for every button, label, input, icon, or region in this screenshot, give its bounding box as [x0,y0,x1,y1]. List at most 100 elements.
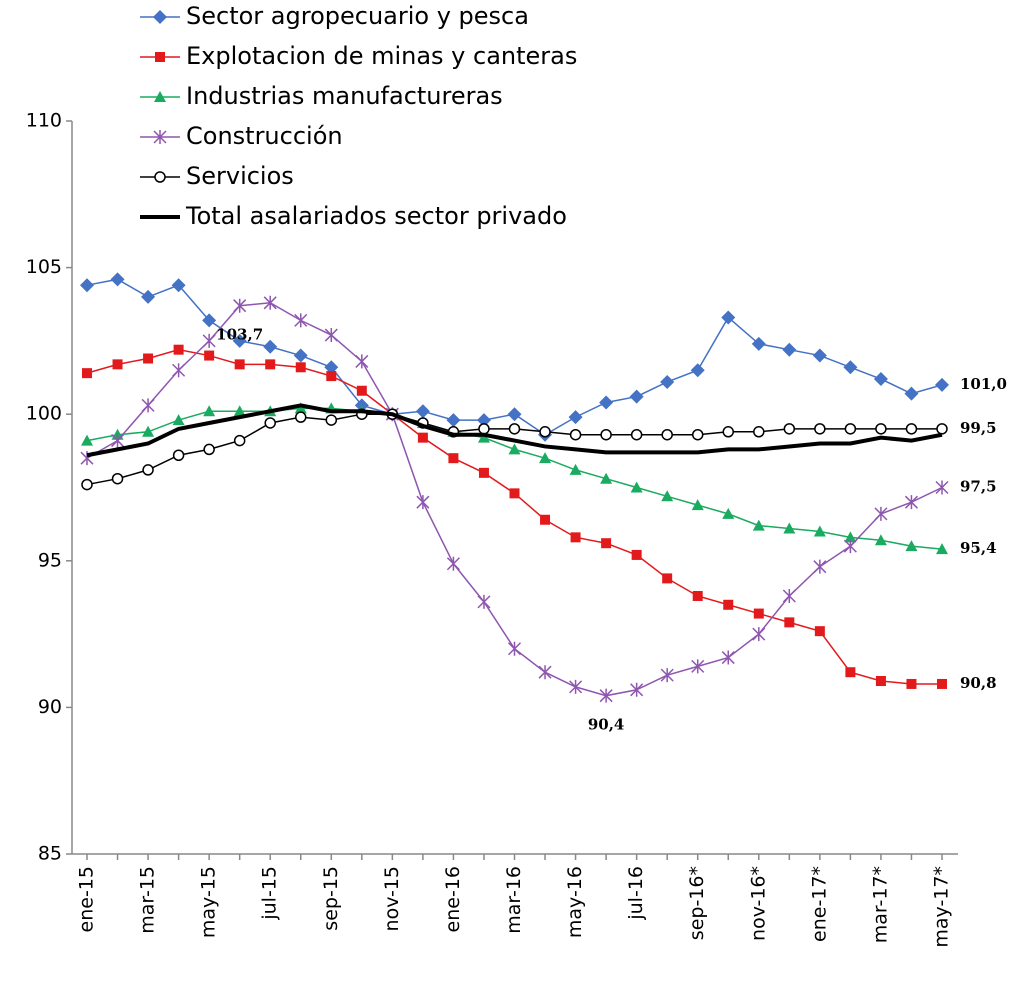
x-tick-label: mar-15 [137,866,159,934]
legend-label: Explotacion de minas y canteras [186,42,577,70]
point [629,389,644,404]
point [416,495,430,510]
legend-marker [153,10,167,24]
point [661,490,674,502]
point [415,404,430,419]
point [844,423,857,435]
point [843,539,857,554]
point [112,359,123,370]
point [172,363,186,378]
x-tick-label: nov-16* [747,866,769,941]
point [477,431,490,443]
point [204,350,215,361]
x-tick-label: jul-15 [259,866,281,921]
legend-entry: Industrias manufactureras [140,82,503,110]
x-tick-label: may-16 [564,866,586,938]
point [80,278,94,293]
point [721,650,735,665]
point [751,336,766,351]
legend-marker [153,130,167,144]
point [264,417,276,429]
point [630,481,643,493]
point [630,682,644,697]
point [936,423,948,435]
legend-entry: Construcción [140,122,343,150]
point [753,426,765,438]
point [875,423,887,435]
legend-marker [154,91,166,102]
point [81,478,93,491]
point [478,467,489,478]
x-tick-label: ene-17* [808,866,830,942]
point [813,525,826,537]
point [599,395,614,410]
point [508,443,521,455]
point [142,425,155,437]
point [143,353,154,364]
point [721,310,736,325]
point [844,531,857,543]
y-tick-label: 100 [26,403,62,425]
point [599,688,613,703]
point [904,495,918,510]
point [294,313,308,328]
point [783,522,796,534]
point [538,665,552,680]
value-label: 90,8 [960,674,997,692]
legend-label: Sector agropecuario y pesca [186,2,529,30]
point [507,407,522,422]
x-tick-label: may-15 [198,866,220,938]
point [782,588,796,603]
point [263,295,277,310]
point [813,559,827,574]
x-tick-label: may-17* [931,866,953,948]
point [843,360,858,375]
point [874,506,888,521]
x-tick-label: mar-16 [503,866,525,934]
point [752,627,766,642]
point [141,398,155,413]
point [814,423,826,435]
point [446,413,461,428]
point [812,348,827,363]
point [233,298,247,313]
point [539,452,552,464]
point [691,499,704,511]
point [753,608,764,619]
x-tick-label: sep-15 [320,866,342,931]
x-tick-label: ene-16 [442,866,464,932]
point [845,667,856,678]
point [508,423,521,435]
point [448,453,459,464]
point [570,532,581,543]
point [507,641,522,656]
point [875,676,886,687]
legend-entry: Explotacion de minas y canteras [140,42,577,70]
point [690,363,705,378]
point [814,626,825,637]
y-tick-label: 105 [26,256,62,278]
legend-label: Construcción [186,122,343,150]
point [661,428,673,441]
point [540,514,551,525]
point [142,464,154,476]
point [784,617,795,628]
point [692,590,703,601]
y-tick-label: 90 [38,696,62,718]
point [568,410,583,425]
point [569,679,583,694]
point [660,668,674,683]
point [203,405,216,417]
point [569,428,582,441]
y-tick-label: 110 [26,110,62,132]
x-tick-label: sep-16* [686,866,708,940]
point [295,411,307,423]
legend-marker [155,52,165,62]
point [110,272,125,287]
legend-marker [154,171,166,183]
point [233,405,246,417]
value-label: 95,4 [960,539,997,557]
x-tick-label: mar-17* [869,866,891,943]
point [417,432,428,443]
